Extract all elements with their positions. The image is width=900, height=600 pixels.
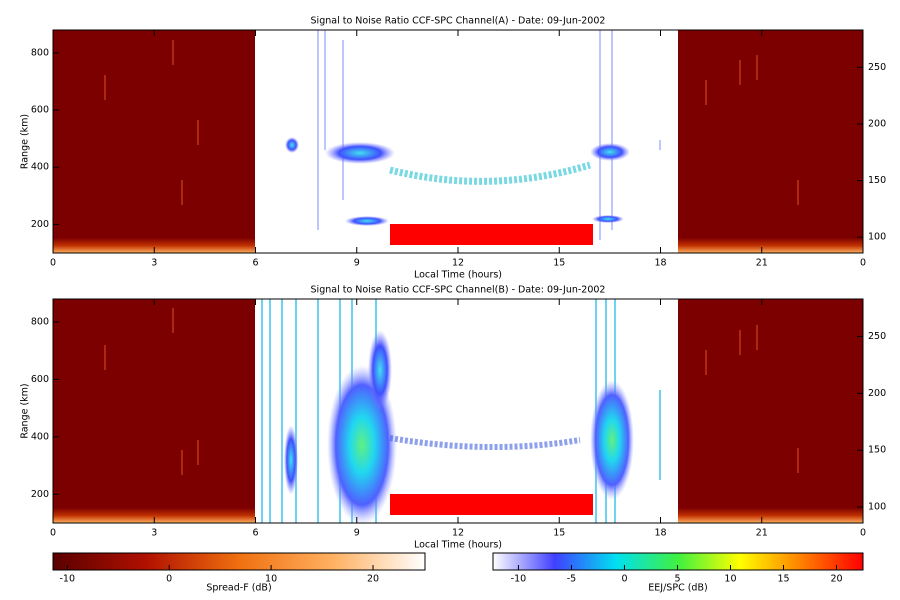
x-tick-label: 0 — [50, 528, 56, 539]
y-tick-label: 600 — [31, 105, 49, 116]
y2-tick-label: 250 — [868, 62, 886, 73]
colorbar-tick-label: 10 — [265, 574, 277, 585]
x-tick-label: 12 — [452, 258, 464, 269]
y-axis-label: Range (km) — [20, 114, 31, 169]
y2-tick-label: 100 — [868, 502, 886, 513]
x-tick-label: 15 — [553, 258, 565, 269]
x-tick-label: 21 — [756, 528, 768, 539]
x-tick-label: 0 — [860, 258, 866, 269]
y-tick-label: 400 — [31, 431, 49, 442]
x-tick-label: 0 — [50, 258, 56, 269]
colorbar-tick-label: 0 — [621, 574, 627, 585]
colorbar-tick-label: 5 — [674, 574, 680, 585]
colorbar-tick-label: 15 — [777, 574, 789, 585]
x-tick-label: 6 — [252, 258, 258, 269]
colorbar-tick-label: 20 — [367, 574, 379, 585]
x-tick-label: 3 — [151, 258, 157, 269]
colorbar-tick-label: -5 — [567, 574, 576, 585]
x-tick-label: 18 — [654, 528, 666, 539]
x-tick-label: 21 — [756, 258, 768, 269]
x-axis-label: Local Time (hours) — [414, 270, 502, 281]
x-axis-label: Local Time (hours) — [414, 540, 502, 551]
y2-tick-label: 200 — [868, 118, 886, 129]
y2-tick-label: 150 — [868, 175, 886, 186]
y2-tick-label: 250 — [868, 331, 886, 342]
colorbar-label: Spread-F (dB) — [206, 583, 271, 594]
colorbar-tick-label: -10 — [60, 574, 76, 585]
y-tick-label: 800 — [31, 47, 49, 58]
x-tick-label: 9 — [354, 258, 360, 269]
x-tick-label: 12 — [452, 528, 464, 539]
y2-tick-label: 150 — [868, 445, 886, 456]
colorbar-tick-label: 0 — [166, 574, 172, 585]
y-tick-label: 200 — [31, 219, 49, 230]
x-tick-label: 0 — [860, 528, 866, 539]
y2-tick-label: 200 — [868, 388, 886, 399]
y2-tick-label: 100 — [868, 232, 886, 243]
heatmap-b — [53, 299, 863, 525]
y-tick-label: 600 — [31, 374, 49, 385]
colorbar-tick-label: -10 — [511, 574, 527, 585]
heatmap-a — [53, 30, 863, 253]
y-tick-label: 800 — [31, 316, 49, 327]
colorbar-tick-label: 10 — [724, 574, 736, 585]
x-tick-label: 3 — [151, 528, 157, 539]
y-tick-label: 400 — [31, 162, 49, 173]
chart-title: Signal to Noise Ratio CCF-SPC Channel(A)… — [311, 16, 606, 27]
x-tick-label: 15 — [553, 528, 565, 539]
x-tick-label: 9 — [354, 528, 360, 539]
y-tick-label: 200 — [31, 489, 49, 500]
chart-title: Signal to Noise Ratio CCF-SPC Channel(B)… — [311, 285, 606, 296]
x-tick-label: 18 — [654, 258, 666, 269]
y-axis-label: Range (km) — [20, 383, 31, 438]
colorbar-label: EEJ/SPC (dB) — [648, 583, 707, 594]
colorbar — [492, 552, 864, 571]
x-tick-label: 6 — [252, 528, 258, 539]
colorbar — [52, 552, 426, 571]
colorbar-tick-label: 20 — [830, 574, 842, 585]
